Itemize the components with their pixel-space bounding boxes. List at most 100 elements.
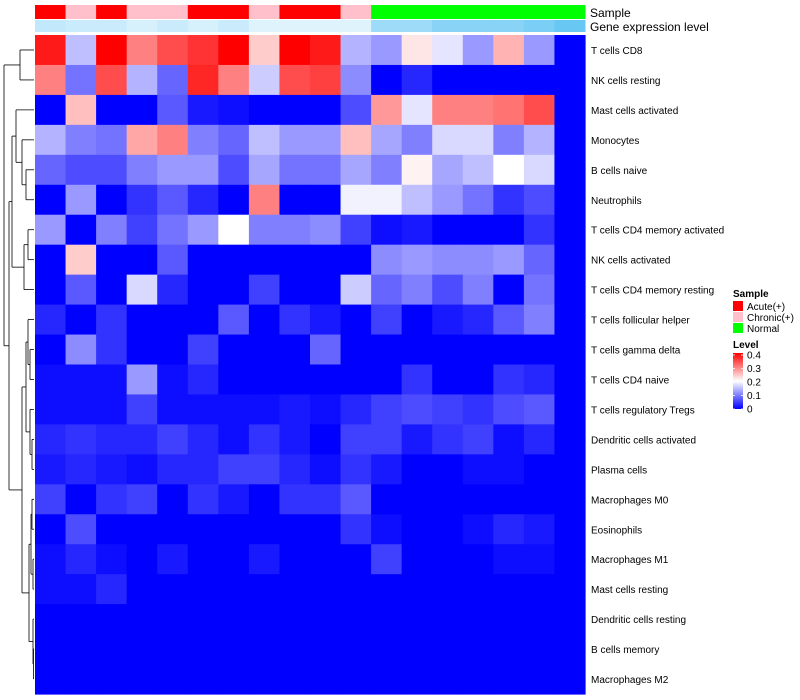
heatmap-cell	[432, 664, 464, 695]
row-dendrogram	[3, 49, 34, 680]
heatmap-cell	[279, 574, 311, 605]
heatmap-cell	[554, 394, 586, 426]
heatmap-cell	[279, 394, 311, 426]
heatmap-cell	[248, 35, 281, 66]
level-tick-label: 0	[747, 405, 753, 416]
heatmap-cell	[35, 424, 67, 455]
heatmap-cell	[401, 124, 433, 156]
heatmap-cell	[462, 304, 494, 336]
heatmap-cell	[248, 664, 281, 695]
heatmap-cell	[65, 124, 97, 156]
heatmap-cell	[126, 124, 158, 156]
heatmap-cell	[35, 64, 67, 96]
heatmap-cell	[462, 604, 494, 635]
gene-expression-cell	[493, 20, 525, 32]
heatmap-cell	[432, 394, 464, 426]
heatmap-cell	[462, 184, 494, 216]
row-label: T cells CD8	[591, 46, 643, 57]
heatmap-cell	[310, 154, 342, 186]
gene-expression-cell	[218, 20, 250, 32]
heatmap-cell	[65, 634, 97, 665]
heatmap-cell	[462, 35, 494, 66]
heatmap-cell	[340, 35, 372, 66]
row-label: B cells naive	[591, 166, 648, 177]
heatmap-cell	[126, 394, 158, 426]
heatmap-cell	[432, 634, 464, 665]
heatmap-cell	[279, 364, 311, 396]
heatmap-cell	[310, 64, 342, 96]
heatmap-cell	[35, 574, 67, 605]
heatmap-cell	[523, 454, 556, 485]
sample-cell	[96, 5, 128, 19]
sample-legend-swatch	[733, 323, 743, 333]
heatmap-cell	[157, 94, 189, 126]
heatmap-cell	[554, 484, 586, 515]
heatmap-cell	[279, 244, 311, 276]
heatmap-cell	[340, 604, 372, 635]
heatmap-cell	[340, 544, 372, 575]
sample-cell	[401, 5, 433, 19]
gene-expression-cell	[65, 20, 97, 32]
heatmap-cell	[35, 94, 67, 126]
heatmap-cell	[432, 184, 464, 216]
heatmap-cell	[65, 214, 97, 246]
heatmap-cell	[96, 574, 128, 605]
heatmap-cell	[96, 244, 128, 276]
heatmap-cell	[96, 64, 128, 96]
sample-legend-swatch	[733, 301, 743, 311]
heatmap-cell	[554, 64, 586, 96]
heatmap-cell	[371, 604, 403, 635]
row-label: Mast cells resting	[591, 585, 668, 596]
heatmap-cell	[401, 664, 433, 695]
heatmap-cell	[554, 364, 586, 396]
row-label: Eosinophils	[591, 525, 642, 536]
heatmap-cell	[65, 454, 97, 485]
level-tick-label: 0.1	[747, 391, 761, 402]
gene-expression-cell	[248, 20, 280, 32]
heatmap-cell	[371, 94, 403, 126]
heatmap-cell	[340, 454, 372, 485]
heatmap-cell	[432, 364, 464, 396]
heatmap-cell	[554, 184, 586, 216]
heatmap-cell	[310, 334, 342, 366]
heatmap-cell	[401, 514, 433, 545]
heatmap-cell	[157, 544, 189, 575]
heatmap-cell	[279, 184, 311, 216]
heatmap-cell	[554, 604, 586, 635]
heatmap-cell	[65, 244, 97, 276]
heatmap-cell	[126, 664, 158, 695]
heatmap-cell	[310, 574, 342, 605]
row-label: NK cells activated	[591, 256, 670, 267]
heatmap-cell	[523, 544, 556, 575]
heatmap-cell	[310, 454, 342, 485]
sample-cell	[65, 5, 97, 19]
heatmap-cell	[523, 124, 556, 156]
heatmap-cell	[126, 304, 158, 336]
heatmap-cell	[493, 424, 525, 455]
heatmap-cell	[493, 514, 525, 545]
heatmap-cell	[371, 124, 403, 156]
heatmap-cell	[187, 574, 219, 605]
heatmap-cell	[432, 484, 464, 515]
heatmap-cell	[462, 124, 494, 156]
heatmap-cell	[432, 454, 464, 485]
heatmap-cell	[96, 334, 128, 366]
row-label: Dendritic cells activated	[591, 435, 696, 446]
heatmap-cell	[218, 64, 250, 96]
sample-legend-label: Chronic(+)	[747, 313, 794, 324]
heatmap-cell	[65, 274, 97, 306]
heatmap-cell	[401, 244, 433, 276]
level-colorbar	[733, 353, 743, 409]
heatmap-cell	[96, 634, 128, 665]
heatmap-cell	[126, 424, 158, 455]
heatmap-cell	[401, 634, 433, 665]
heatmap-cell	[554, 424, 586, 455]
sample-cell	[187, 5, 219, 19]
row-label: Neutrophils	[591, 196, 642, 207]
heatmap-cell	[310, 544, 342, 575]
heatmap-cell	[493, 304, 525, 336]
gene-expression-cell	[96, 20, 128, 32]
heatmap-cell	[35, 484, 67, 515]
heatmap-cell	[523, 484, 556, 515]
